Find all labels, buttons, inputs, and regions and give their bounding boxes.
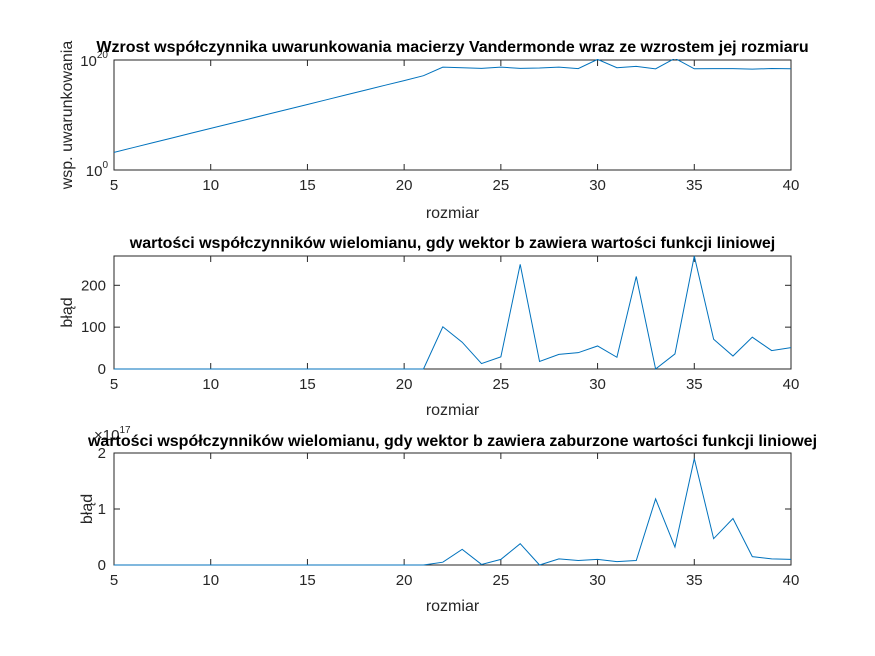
x-tick-label: 35 (686, 572, 703, 589)
axes-box (113, 255, 792, 370)
x-tick-label: 20 (396, 376, 413, 393)
x-axis-label: rozmiar (426, 205, 480, 222)
y-axis-label: wsp. uwarunkowania (59, 41, 76, 191)
x-tick-label: 5 (110, 376, 118, 393)
y-tick-label: 100 (81, 319, 106, 336)
x-tick-label: 5 (110, 177, 118, 194)
chart-title: wartości współczynników wielomianu, gdy … (87, 433, 817, 450)
y-tick-base: 10 (80, 53, 97, 70)
series-line (114, 59, 791, 153)
y-tick-exponent: 0 (102, 160, 108, 171)
x-tick-label: 10 (202, 572, 219, 589)
x-axis-label: rozmiar (426, 402, 480, 419)
x-tick-label: 25 (493, 177, 510, 194)
y-axis-label: błąd (59, 297, 76, 327)
multiplier-exponent: 17 (119, 425, 131, 436)
series-line (114, 458, 791, 566)
x-tick-label: 30 (589, 572, 606, 589)
series-line (114, 255, 791, 370)
x-tick-label: 25 (493, 376, 510, 393)
y-axis-label: błąd (79, 494, 96, 524)
chart-title: Wzrost współczynnika uwarunkowania macie… (96, 39, 808, 56)
axes-box (113, 59, 792, 171)
chart-title: wartości współczynników wielomianu, gdy … (129, 235, 775, 252)
subplot-3: 5 10 15 20 25 30 35 40 0 1 2×1017 rozmiar błąd wartoś… (79, 425, 817, 615)
subplot-2: 5 10 15 20 25 30 35 40 0 100 200 rozmiar błąd wartośc… (59, 235, 799, 419)
x-tick-label: 15 (299, 376, 316, 393)
y-tick-label: 200 (81, 277, 106, 294)
y-tick-base: 10 (86, 163, 103, 180)
x-tick-label: 30 (589, 177, 606, 194)
x-tick-label: 35 (686, 177, 703, 194)
x-tick-label: 15 (299, 572, 316, 589)
y-tick-label: 0 (98, 361, 106, 378)
x-tick-label: 40 (783, 572, 800, 589)
x-tick-label: 10 (202, 177, 219, 194)
x-tick-label: 25 (493, 572, 510, 589)
y-tick-label: 100 (86, 160, 109, 180)
x-tick-label: 40 (783, 177, 800, 194)
axes-box (113, 452, 792, 566)
y-tick-exponent: 20 (97, 50, 109, 61)
y-tick-label: 2 (98, 445, 106, 462)
x-axis-label: rozmiar (426, 598, 480, 615)
multiplier-base: 10 (103, 427, 120, 444)
x-tick-label: 30 (589, 376, 606, 393)
y-axis-multiplier: ×1017 (94, 425, 131, 444)
x-tick-label: 20 (396, 177, 413, 194)
y-tick-label: 0 (98, 557, 106, 574)
x-tick-label: 20 (396, 572, 413, 589)
y-tick-label: 1 (98, 501, 106, 518)
x-tick-label: 40 (783, 376, 800, 393)
x-tick-label: 5 (110, 572, 118, 589)
x-tick-label: 10 (202, 376, 219, 393)
y-tick-label: 1020 (80, 50, 108, 70)
x-tick-label: 35 (686, 376, 703, 393)
x-tick-label: 15 (299, 177, 316, 194)
